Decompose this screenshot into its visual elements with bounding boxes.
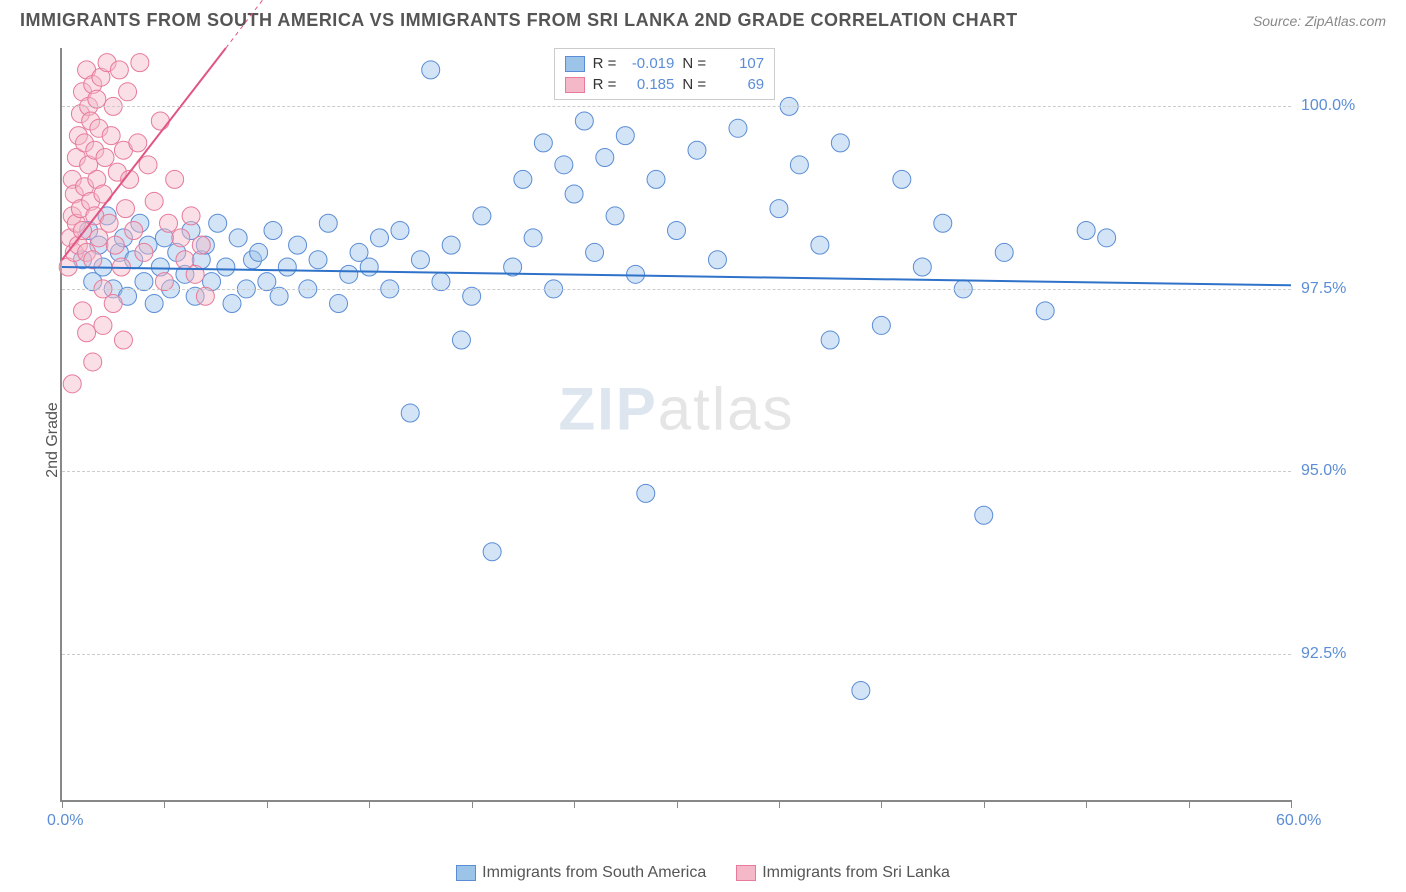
bottom-legend: Immigrants from South America Immigrants… [0, 864, 1406, 882]
stats-row-1: R = -0.019 N = 107 [565, 53, 765, 74]
x-tick [472, 800, 473, 808]
n-value-1: 107 [714, 55, 764, 72]
y-tick-label: 100.0% [1301, 97, 1371, 115]
legend-item-1: Immigrants from South America [456, 864, 706, 882]
x-tick [881, 800, 882, 808]
x-tick [574, 800, 575, 808]
legend-label-2: Immigrants from Sri Lanka [762, 864, 950, 882]
x-tick [1189, 800, 1190, 808]
header: IMMIGRANTS FROM SOUTH AMERICA VS IMMIGRA… [0, 0, 1406, 36]
x-tick-label: 0.0% [47, 812, 83, 830]
r-label-2: R = [593, 76, 617, 93]
stats-box: R = -0.019 N = 107 R = 0.185 N = 69 [554, 48, 776, 100]
r-value-2: 0.185 [624, 76, 674, 93]
x-tick [779, 800, 780, 808]
x-tick [62, 800, 63, 808]
n-label-1: N = [682, 55, 706, 72]
grid-line [62, 471, 1291, 472]
grid-line [62, 106, 1291, 107]
chart-container: 2nd Grade ZIPatlas R = -0.019 N = 107 R … [60, 48, 1381, 832]
y-tick-label: 95.0% [1301, 462, 1371, 480]
swatch-series1 [565, 56, 585, 72]
x-tick [164, 800, 165, 808]
x-tick [1086, 800, 1087, 808]
x-tick [677, 800, 678, 808]
y-tick-label: 97.5% [1301, 280, 1371, 298]
legend-item-2: Immigrants from Sri Lanka [736, 864, 950, 882]
plot-area: ZIPatlas R = -0.019 N = 107 R = 0.185 N … [60, 48, 1291, 802]
source-label: Source: ZipAtlas.com [1253, 13, 1386, 29]
legend-swatch-2 [736, 865, 756, 881]
y-tick-label: 92.5% [1301, 645, 1371, 663]
n-value-2: 69 [714, 76, 764, 93]
legend-label-1: Immigrants from South America [482, 864, 706, 882]
legend-swatch-1 [456, 865, 476, 881]
stats-row-2: R = 0.185 N = 69 [565, 74, 765, 95]
x-tick [984, 800, 985, 808]
x-tick-label: 60.0% [1276, 812, 1321, 830]
x-tick [1291, 800, 1292, 808]
grid-line [62, 654, 1291, 655]
swatch-series2 [565, 77, 585, 93]
scatter-plot-svg [62, 48, 1291, 800]
x-tick [369, 800, 370, 808]
grid-line [62, 289, 1291, 290]
n-label-2: N = [682, 76, 706, 93]
r-value-1: -0.019 [624, 55, 674, 72]
chart-title: IMMIGRANTS FROM SOUTH AMERICA VS IMMIGRA… [20, 10, 1018, 31]
r-label-1: R = [593, 55, 617, 72]
x-tick [267, 800, 268, 808]
